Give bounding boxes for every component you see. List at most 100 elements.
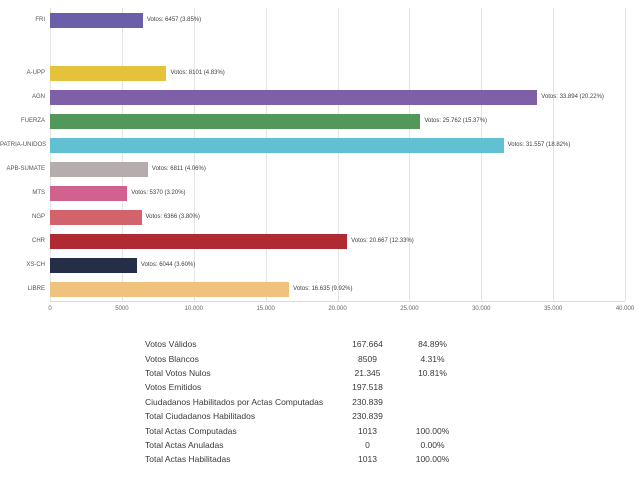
x-tick-label: 35.000 [543,306,563,312]
row-value: 1013 [358,425,377,436]
category-label: APB-SUMATE [6,166,45,172]
table-row: Total Votos Nulos 21.345 10.81% [145,366,640,380]
table-row: Total Actas Anuladas 0 0.00% [145,438,640,452]
bar [50,209,142,225]
row-label: Votos Blancos [145,353,199,364]
table-row: Votos Válidos 167.664 84.89% [145,337,640,351]
x-tick-label: 15.000 [256,306,275,312]
gridline [121,8,123,301]
row-percent: 4.31% [420,353,445,364]
category-label: FRI [35,17,45,23]
bar-row: LIBRE Votos: 16.635 (9.92%) [0,277,625,301]
row-value: 230.839 [352,411,383,422]
bar-row: PATRIA-UNIDOS Votos: 31.557 (18.82%) [0,133,625,157]
x-tick-label: 30.000 [472,306,491,312]
bar-value-label: Votos: 5370 (3.20%) [131,190,186,196]
bar-row: APB-SUMATE Votos: 6811 (4.06%) [0,157,625,181]
bar-value-label: Votos: 25.762 (15.37%) [424,118,488,124]
row-label: Ciudadanos Habilitados por Actas Computa… [145,396,324,407]
table-row: Total Actas Computadas 1013 100.00% [145,423,640,437]
bar-row: A-UPP Votos: 8101 (4.83%) [0,61,625,85]
row-label: Total Actas Habilitadas [145,454,231,465]
gridline [337,8,339,301]
bar-track: Votos: 25.762 (15.37%) [50,113,625,129]
row-label: Total Actas Computadas [145,425,237,436]
bar [50,65,167,81]
category-label: AGN [31,94,45,100]
gridline [481,8,483,301]
bar [50,89,538,105]
bar [50,281,290,297]
bar-value-label: Votos: 6044 (3.60%) [140,262,196,268]
x-tick-label: 20.000 [328,306,347,312]
row-percent: 0.00% [420,439,445,450]
table-row: Total Ciudadanos Habilitados 230.839 [145,409,640,423]
row-percent: 10.81% [418,367,447,378]
row-value: 167.664 [352,339,383,350]
bar-track: Votos: 6457 (3.85%) [50,12,625,28]
row-label: Total Votos Nulos [145,367,211,378]
bar-track: Votos: 16.635 (9.92%) [50,281,625,297]
row-value: 230.839 [352,396,383,407]
plot-area: FRI Votos: 6457 (3.85%) A-UPP Votos: 8101 (… [0,8,640,301]
row-spacer [0,32,625,61]
summary-table: Votos Válidos 167.664 84.89% Votos Blancos 8… [145,337,640,467]
bar-value-label: Votos: 8101 (4.83%) [170,70,225,76]
bar-value-label: Votos: 6457 (3.85%) [146,17,202,23]
bar-track: Votos: 20.667 (12.33%) [50,233,625,249]
category-label: LIBRE [27,286,45,292]
category-label: XS-CH [26,262,45,268]
bar [50,113,421,129]
bar-track: Votos: 8101 (4.83%) [50,65,625,81]
x-axis-ticks: 0 5000 10.000 15.000 20.000 25.000 30.000 35.00… [48,301,634,319]
row-label: Total Actas Anuladas [145,439,224,450]
bar [50,137,504,153]
gridline [625,8,626,301]
bar-row: FRI Votos: 6457 (3.85%) [0,8,625,32]
bar-value-label: Votos: 6811 (4.06%) [151,166,206,172]
row-value: 1013 [358,454,377,465]
category-label: FUERZA [21,118,45,124]
votes-bar-chart: FRI Votos: 6457 (3.85%) A-UPP Votos: 8101 (… [0,8,640,319]
gridline [50,8,51,301]
category-label: CHR [32,238,45,244]
bar-value-label: Votos: 6366 (3.80%) [145,214,200,220]
category-label: PATRIA-UNIDOS [0,142,47,148]
bar-row: FUERZA Votos: 25.762 (15.37%) [0,109,625,133]
row-value: 21.345 [354,367,381,378]
bar [50,12,143,28]
bar-track: Votos: 6044 (3.60%) [50,257,625,273]
bar [50,161,148,177]
x-tick-label: 5000 [115,306,129,312]
bar [50,185,128,201]
row-percent: 100.00% [415,425,450,436]
bar-value-label: Votos: 20.667 (12.33%) [351,238,414,244]
table-row: Ciudadanos Habilitados por Actas Computa… [145,395,640,409]
bar-value-label: Votos: 31.557 (18.82%) [507,142,571,148]
category-label: A-UPP [26,70,45,76]
gridline [553,8,555,301]
gridline [265,8,267,301]
row-percent: 100.00% [415,454,450,465]
category-label: MTS [32,190,45,196]
bar-track: Votos: 6366 (3.80%) [50,209,625,225]
row-value: 197.518 [352,382,383,393]
bar-rows: FRI Votos: 6457 (3.85%) A-UPP Votos: 8101 (… [0,8,625,301]
row-value: 8509 [358,353,377,364]
bar-row: NGP Votos: 6366 (3.80%) [0,205,625,229]
bar-row: CHR Votos: 20.667 (12.33%) [0,229,625,253]
bar [50,233,348,249]
bar [50,257,137,273]
bar-row: XS-CH Votos: 6044 (3.60%) [0,253,625,277]
row-percent: 84.89% [418,339,447,350]
bar-row: MTS Votos: 5370 (3.20%) [0,181,625,205]
bar-row: AGN Votos: 33.894 (20.22%) [0,85,625,109]
x-tick-label: 10.000 [184,306,203,312]
row-label: Votos Emitidos [145,382,202,393]
bar-track: Votos: 5370 (3.20%) [50,185,625,201]
x-tick-label: 0 [48,306,52,312]
bar-value-label: Votos: 33.894 (20.22%) [541,94,604,100]
table-row: Votos Emitidos 197.518 [145,380,640,394]
gridlines [50,8,626,301]
bar-value-label: Votos: 16.635 (9.92%) [293,286,353,292]
